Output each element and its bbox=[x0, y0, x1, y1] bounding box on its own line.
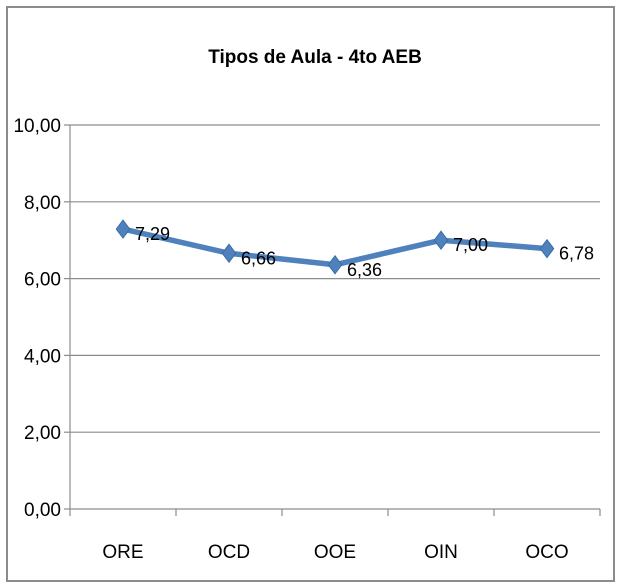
data-label-4: 6,78 bbox=[559, 244, 594, 264]
data-label-1: 6,66 bbox=[241, 248, 276, 268]
x-tick-label-3: OIN bbox=[424, 542, 458, 563]
series bbox=[115, 219, 555, 275]
y-axis-tick-labels: 0,00 2,00 4,00 6,00 8,00 10,00 bbox=[13, 116, 61, 521]
data-label-0: 7,29 bbox=[135, 224, 170, 244]
data-label-2: 6,36 bbox=[347, 260, 382, 280]
x-tick-label-4: OCO bbox=[525, 542, 568, 563]
data-label-3: 7,00 bbox=[453, 235, 488, 255]
y-tick-label-5: 10,00 bbox=[13, 116, 61, 137]
grid-lines bbox=[70, 124, 600, 433]
data-point-1 bbox=[221, 243, 237, 264]
y-tick-label-0: 0,00 bbox=[24, 500, 61, 521]
axes bbox=[64, 124, 601, 516]
x-tick-label-0: ORE bbox=[102, 542, 143, 563]
y-tick-label-2: 4,00 bbox=[24, 346, 61, 367]
x-axis-tick-labels: ORE OCD OOE OIN OCO bbox=[102, 542, 568, 563]
y-tick-label-3: 6,00 bbox=[24, 270, 61, 291]
chart-frame bbox=[6, 6, 615, 582]
data-point-2 bbox=[327, 254, 343, 275]
data-point-0 bbox=[115, 219, 131, 239]
chart-title: Tipos de Aula - 4to AEB bbox=[208, 47, 422, 68]
y-tick-label-4: 8,00 bbox=[24, 193, 61, 214]
y-tick-label-1: 2,00 bbox=[24, 423, 61, 444]
data-point-4 bbox=[539, 238, 555, 259]
x-tick-label-1: OCD bbox=[208, 542, 250, 563]
data-point-3 bbox=[433, 230, 449, 251]
x-tick-label-2: OOE bbox=[314, 542, 356, 563]
data-labels: 7,29 6,66 6,36 7,00 6,78 bbox=[135, 224, 594, 280]
